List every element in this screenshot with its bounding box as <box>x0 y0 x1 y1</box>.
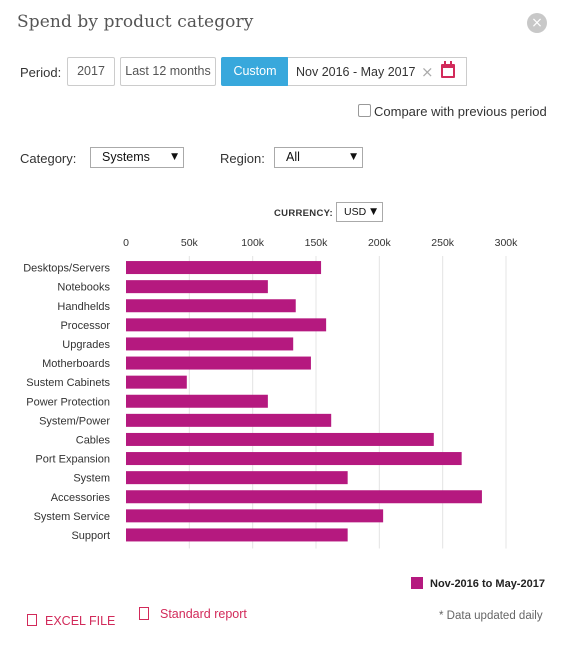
bar <box>126 528 348 542</box>
legend-swatch <box>411 577 423 589</box>
compare-label: Compare with previous period <box>374 104 547 119</box>
close-icon[interactable]: × <box>527 13 547 33</box>
clear-date-icon[interactable]: × <box>421 63 434 81</box>
period-label: Period: <box>20 65 62 80</box>
dialog-title: Spend by product category <box>17 12 254 32</box>
bar <box>126 452 462 466</box>
category-label: Desktops/Servers <box>23 263 110 275</box>
category-label: Notebooks <box>57 282 110 294</box>
excel-file-label: EXCEL FILE <box>45 614 116 628</box>
period-2017-button[interactable]: 2017 <box>67 57 115 86</box>
category-label: Power Protection <box>26 396 110 408</box>
period-custom-button[interactable]: Custom <box>221 57 289 86</box>
bar <box>126 490 482 504</box>
x-tick-label: 0 <box>123 237 129 249</box>
category-label: Port Expansion <box>35 454 110 466</box>
date-range-field[interactable]: Nov 2016 - May 2017 × <box>288 57 467 86</box>
bar <box>126 471 348 485</box>
chevron-down-icon: ▼ <box>350 152 357 162</box>
excel-file-icon <box>27 614 37 626</box>
x-tick-label: 50k <box>181 237 199 249</box>
data-updated-note: * Data updated daily <box>439 610 543 622</box>
category-label: System <box>73 473 110 485</box>
currency-select[interactable]: USD ▼ <box>336 202 383 222</box>
calendar-icon[interactable] <box>441 61 455 78</box>
bar <box>126 432 434 446</box>
category-label: Category: <box>20 151 77 166</box>
legend: Nov-2016 to May-2017 <box>411 577 545 590</box>
legend-label: Nov-2016 to May-2017 <box>430 578 545 590</box>
currency-label: CURRENCY: <box>274 208 333 219</box>
period-last-12-months-button[interactable]: Last 12 months <box>120 57 216 86</box>
bar <box>126 394 268 408</box>
bar-chart: 0 50k 100k 150k 200k 250k 300k Desktops/Servers… <box>23 237 519 549</box>
chevron-down-icon: ▼ <box>370 207 377 217</box>
compare-checkbox[interactable] <box>358 104 371 117</box>
category-label: System Service <box>34 511 110 523</box>
date-range-value: Nov 2016 - May 2017 <box>296 65 416 79</box>
bar <box>126 299 296 313</box>
category-label: Processor <box>60 320 110 332</box>
category-label: Support <box>71 530 110 542</box>
x-tick-label: 300k <box>495 237 519 249</box>
bar <box>126 318 327 332</box>
document-icon <box>139 607 149 620</box>
excel-file-link[interactable]: EXCEL FILE <box>27 614 115 628</box>
category-label: Motherboards <box>42 358 110 370</box>
x-tick-label: 100k <box>241 237 265 249</box>
x-tick-label: 150k <box>305 237 329 249</box>
bar <box>126 375 187 389</box>
category-label: Sustem Cabinets <box>26 377 110 389</box>
region-label: Region: <box>220 151 265 166</box>
bar <box>126 337 294 351</box>
category-label: Accessories <box>51 492 111 504</box>
category-select-value: Systems <box>102 150 150 164</box>
x-tick-label: 250k <box>431 237 455 249</box>
category-select[interactable]: Systems ▼ <box>90 147 184 168</box>
category-label: System/Power <box>39 415 110 427</box>
chevron-down-icon: ▼ <box>171 152 178 162</box>
region-select-value: All <box>286 150 300 164</box>
currency-select-value: USD <box>344 206 367 218</box>
bar <box>126 280 268 294</box>
bar <box>126 509 384 523</box>
category-label: Cables <box>76 434 111 446</box>
category-label: Handhelds <box>57 301 110 313</box>
standard-report-label: Standard report <box>160 607 247 621</box>
bar <box>126 413 332 427</box>
bar <box>126 356 311 370</box>
x-tick-label: 200k <box>368 237 392 249</box>
standard-report-link[interactable]: Standard report <box>139 607 247 621</box>
bar <box>126 261 322 275</box>
region-select[interactable]: All ▼ <box>274 147 363 168</box>
category-label: Upgrades <box>62 339 110 351</box>
